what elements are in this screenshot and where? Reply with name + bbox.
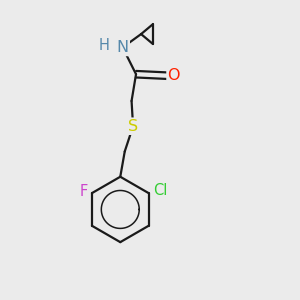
Text: S: S <box>128 119 138 134</box>
Text: N: N <box>117 40 129 55</box>
Text: F: F <box>80 184 88 199</box>
Text: H: H <box>99 38 110 53</box>
Text: Cl: Cl <box>153 183 167 198</box>
Text: O: O <box>167 68 180 83</box>
